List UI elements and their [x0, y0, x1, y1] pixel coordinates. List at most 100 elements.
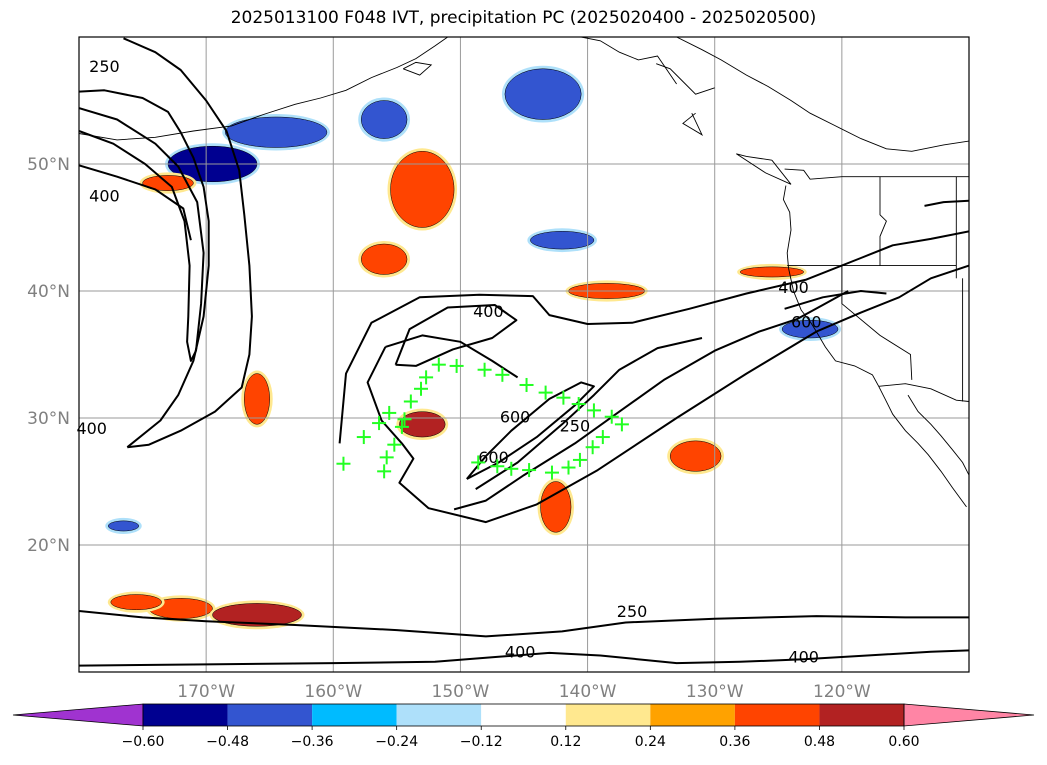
ivt-contour-line — [385, 334, 519, 379]
coastline-segment — [656, 63, 715, 95]
cross-marker — [522, 463, 537, 478]
colorbar-tick-label: −0.60 — [122, 734, 165, 750]
precip-patch — [669, 440, 722, 472]
ivt-contours — [79, 37, 969, 667]
cross-marker — [556, 390, 571, 405]
contour-label: 400 — [505, 642, 536, 661]
axis-tick-labels: 170°W 160°W 150°W 140°W 130°W 120°W 50°N 40°N 30… — [27, 155, 871, 702]
lon-tick-label: 170°W — [177, 682, 235, 702]
contour-label: 400 — [788, 648, 819, 667]
colorbar-tick-label: 0.60 — [888, 734, 919, 750]
cross-marker — [419, 370, 434, 385]
cross-marker — [490, 459, 505, 474]
cross-marker — [379, 450, 394, 465]
colorbar-frame — [142, 703, 905, 727]
cross-marker — [372, 416, 387, 431]
cross-marker — [382, 405, 397, 420]
colorbar-tick-label: 0.24 — [635, 734, 666, 750]
ivt-contour-line — [79, 107, 205, 362]
colorbar-tick-label: −0.12 — [460, 734, 503, 750]
ivt-contour-line — [366, 264, 969, 524]
contour-label: 600 — [500, 408, 531, 427]
lat-tick-label: 40°N — [27, 282, 70, 302]
cross-marker — [477, 362, 492, 377]
cross-marker — [614, 417, 629, 432]
ivt-contour-line — [453, 290, 849, 511]
colorbar-segment — [565, 704, 651, 726]
coastline-segment — [782, 185, 967, 508]
colorbar-segment — [143, 704, 228, 726]
ivt-contour-line — [394, 304, 518, 367]
colorbar-segment — [227, 704, 313, 726]
coastline-segment — [879, 176, 887, 266]
contour-label: 250 — [89, 57, 120, 76]
coastline-segment — [402, 61, 433, 76]
contour-label: 400 — [76, 419, 107, 438]
precip-patch — [212, 603, 302, 627]
ivt-contour-line — [79, 649, 969, 667]
cross-marker — [397, 412, 412, 427]
precip-patch — [107, 520, 140, 532]
colorbar-segment — [734, 704, 820, 726]
precip-patch — [540, 481, 572, 533]
cross-marker — [471, 455, 486, 470]
colorbar-left-extension — [12, 703, 144, 727]
green-cross-markers — [336, 357, 629, 480]
ivt-contour-line — [79, 89, 210, 448]
lon-tick-label: 140°W — [559, 682, 617, 702]
precip-patch — [244, 373, 270, 425]
contour-label: 400 — [89, 187, 120, 206]
coastline-segment — [878, 383, 969, 402]
ivt-contour-line — [79, 164, 192, 241]
ivt-contour-line — [123, 37, 253, 449]
coastline-segment — [79, 37, 448, 141]
cross-marker — [561, 460, 576, 475]
contour-label: 400 — [778, 278, 809, 297]
contour-label: 250 — [617, 602, 648, 621]
colorbar-segment — [819, 704, 904, 726]
colorbar-tick-label: 0.36 — [719, 734, 750, 750]
coastline-and-borders — [79, 37, 969, 508]
coastline-segment — [676, 37, 969, 152]
cross-marker — [336, 456, 351, 471]
coastline-segment — [907, 394, 969, 476]
map-background — [79, 37, 969, 672]
coastline-segment — [682, 112, 704, 136]
contour-label: 400 — [473, 302, 504, 321]
precip-patch — [739, 266, 804, 278]
precip-patch — [390, 151, 455, 228]
colorbar-tick-label: 0.12 — [550, 734, 581, 750]
lat-lon-gridlines — [79, 37, 969, 672]
cross-marker — [504, 461, 519, 476]
colorbar-segment — [650, 704, 735, 726]
cross-marker — [538, 385, 553, 400]
cross-marker — [377, 464, 392, 479]
colorbar-right-extension — [903, 703, 1035, 727]
ivt-contour-line — [338, 230, 969, 444]
precip-patch — [361, 243, 408, 275]
cross-marker — [449, 358, 464, 373]
colorbar-tick-label: −0.48 — [206, 734, 249, 750]
lat-tick-label: 50°N — [27, 155, 70, 175]
contour-label: 600 — [791, 312, 822, 331]
precip-patch — [781, 319, 839, 339]
cross-marker — [544, 465, 559, 480]
coastline-segment — [736, 153, 792, 185]
cross-marker — [356, 430, 371, 445]
ivt-contour-labels: 250 400 400 400 600 600 250 400 600 250 400 400 — [76, 57, 821, 667]
cross-marker — [394, 419, 409, 434]
lat-tick-label: 30°N — [27, 409, 70, 429]
cross-marker — [571, 397, 586, 412]
cross-marker — [387, 437, 402, 452]
ivt-contour-line — [466, 381, 595, 480]
cross-marker — [431, 357, 446, 372]
contour-label: 600 — [478, 448, 509, 467]
lon-tick-label: 120°W — [813, 682, 871, 702]
cross-marker — [403, 394, 418, 409]
ivt-contour-line — [924, 199, 969, 207]
ivt-contour-line — [784, 290, 887, 310]
precip-patch — [224, 116, 328, 148]
cross-marker — [495, 367, 510, 382]
contour-label: 250 — [560, 416, 591, 435]
